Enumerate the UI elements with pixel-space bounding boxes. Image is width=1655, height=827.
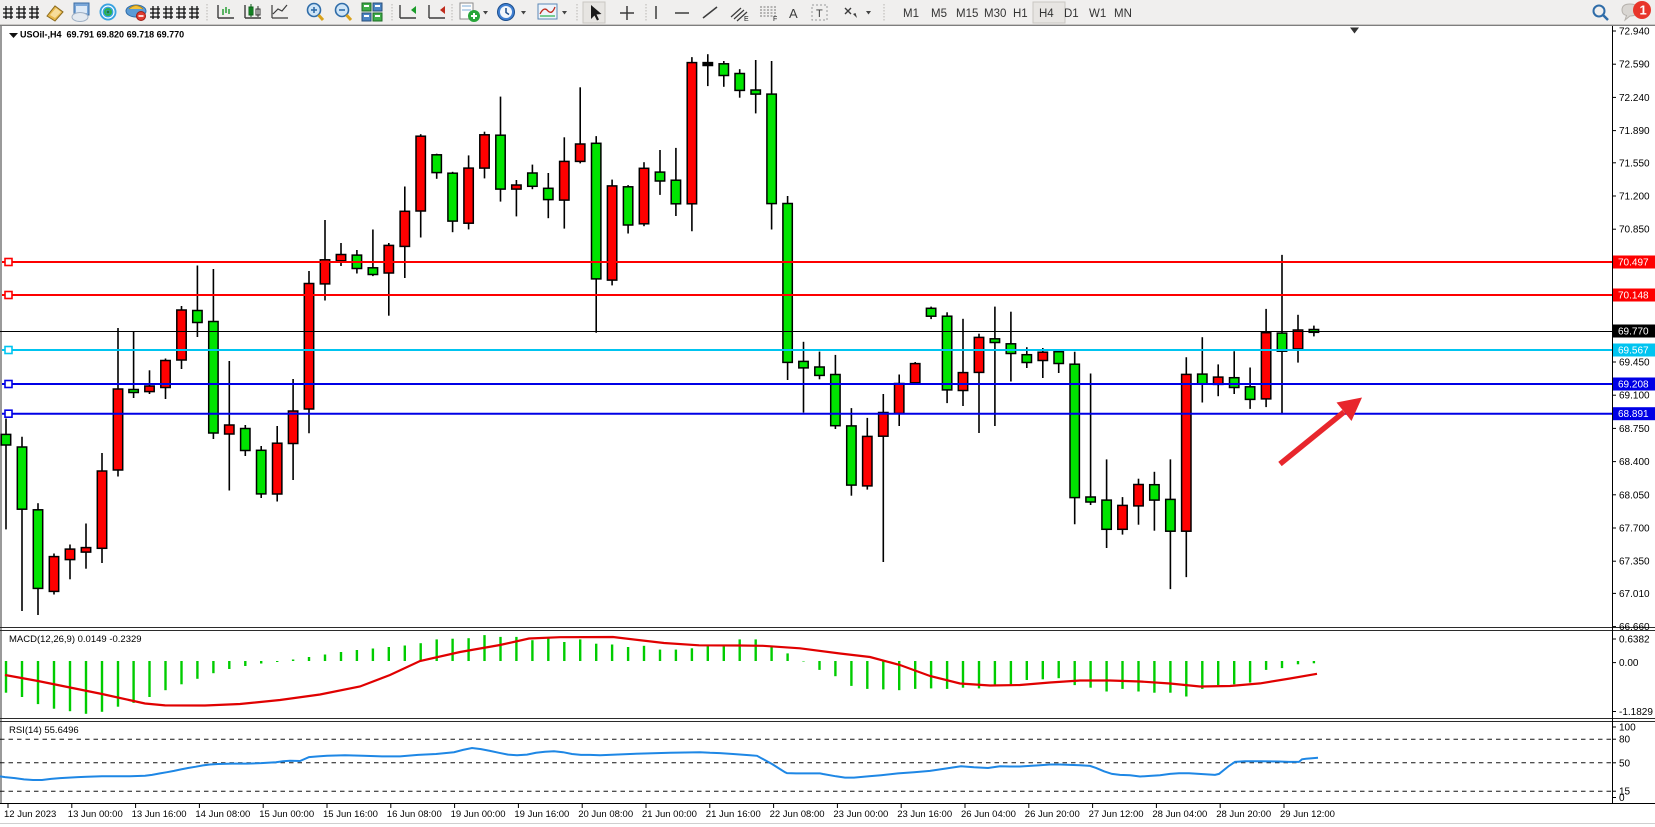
svg-text:21 Jun 00:00: 21 Jun 00:00 — [642, 809, 697, 820]
svg-text:69.100: 69.100 — [1619, 391, 1650, 402]
svg-text:67.010: 67.010 — [1619, 589, 1650, 600]
svg-text:71.200: 71.200 — [1619, 192, 1650, 203]
svg-text:72.940: 72.940 — [1619, 27, 1650, 38]
svg-text:71.890: 71.890 — [1619, 126, 1650, 137]
svg-text:15 Jun 16:00: 15 Jun 16:00 — [323, 809, 378, 820]
svg-text:69.208: 69.208 — [1618, 380, 1649, 391]
svg-text:68.400: 68.400 — [1619, 457, 1650, 468]
svg-text:72.240: 72.240 — [1619, 93, 1650, 104]
svg-text:RSI(14) 55.6496: RSI(14) 55.6496 — [9, 725, 79, 736]
svg-text:F: F — [773, 16, 777, 23]
svg-text:28 Jun 04:00: 28 Jun 04:00 — [1152, 809, 1207, 820]
svg-text:0: 0 — [1619, 793, 1625, 804]
svg-text:16 Jun 08:00: 16 Jun 08:00 — [387, 809, 442, 820]
svg-text:68.891: 68.891 — [1618, 409, 1649, 420]
svg-text:12 Jun 2023: 12 Jun 2023 — [4, 809, 56, 820]
svg-text:68.050: 68.050 — [1619, 490, 1650, 501]
svg-text:67.700: 67.700 — [1619, 524, 1650, 535]
svg-text:70.148: 70.148 — [1618, 291, 1649, 302]
svg-text:19 Jun 00:00: 19 Jun 00:00 — [451, 809, 506, 820]
svg-text:13 Jun 16:00: 13 Jun 16:00 — [132, 809, 187, 820]
svg-text:50: 50 — [1619, 758, 1631, 769]
svg-text:H4: H4 — [1039, 8, 1054, 20]
svg-text:M15: M15 — [956, 8, 978, 20]
svg-text:14 Jun 08:00: 14 Jun 08:00 — [195, 809, 250, 820]
svg-text:E: E — [744, 16, 749, 23]
svg-text:69.450: 69.450 — [1619, 358, 1650, 369]
svg-text:15: 15 — [1619, 787, 1631, 798]
svg-text:72.590: 72.590 — [1619, 60, 1650, 71]
svg-text:20 Jun 08:00: 20 Jun 08:00 — [578, 809, 633, 820]
svg-text:23 Jun 00:00: 23 Jun 00:00 — [833, 809, 888, 820]
svg-text:15 Jun 00:00: 15 Jun 00:00 — [259, 809, 314, 820]
svg-text:T: T — [816, 8, 823, 20]
svg-text:69.770: 69.770 — [1618, 327, 1649, 338]
svg-text:26 Jun 04:00: 26 Jun 04:00 — [961, 809, 1016, 820]
svg-text:27 Jun 12:00: 27 Jun 12:00 — [1089, 809, 1144, 820]
svg-text:19 Jun 16:00: 19 Jun 16:00 — [514, 809, 569, 820]
svg-text:100: 100 — [1619, 723, 1636, 734]
svg-text:1: 1 — [1640, 3, 1647, 18]
svg-text:-1.1829: -1.1829 — [1619, 707, 1653, 718]
svg-text:M1: M1 — [903, 8, 919, 20]
svg-text:68.750: 68.750 — [1619, 424, 1650, 435]
svg-text:H1: H1 — [1013, 8, 1028, 20]
svg-text:21 Jun 16:00: 21 Jun 16:00 — [706, 809, 761, 820]
svg-text:29 Jun 12:00: 29 Jun 12:00 — [1280, 809, 1335, 820]
svg-text:71.550: 71.550 — [1619, 158, 1650, 169]
svg-text:0.00: 0.00 — [1619, 658, 1639, 669]
svg-text:70.850: 70.850 — [1619, 225, 1650, 236]
svg-text:13 Jun 00:00: 13 Jun 00:00 — [68, 809, 123, 820]
svg-text:0.6382: 0.6382 — [1619, 635, 1650, 646]
svg-text:69.567: 69.567 — [1618, 346, 1649, 357]
svg-text:M30: M30 — [984, 8, 1006, 20]
svg-text:M5: M5 — [931, 8, 947, 20]
svg-text:USOil-,H4 69.791 69.820 69.71: USOil-,H4 69.791 69.820 69.718 69.770 — [20, 30, 184, 40]
svg-text:80: 80 — [1619, 735, 1631, 746]
svg-text:MACD(12,26,9) 0.0149 -0.2329: MACD(12,26,9) 0.0149 -0.2329 — [9, 634, 142, 645]
svg-text:23 Jun 16:00: 23 Jun 16:00 — [897, 809, 952, 820]
svg-text:W1: W1 — [1089, 8, 1106, 20]
svg-text:MN: MN — [1114, 8, 1132, 20]
svg-text:67.350: 67.350 — [1619, 557, 1650, 568]
svg-text:22 Jun 08:00: 22 Jun 08:00 — [770, 809, 825, 820]
svg-text:26 Jun 20:00: 26 Jun 20:00 — [1025, 809, 1080, 820]
svg-text:D1: D1 — [1064, 8, 1079, 20]
svg-text:70.497: 70.497 — [1618, 258, 1649, 269]
svg-text:66.660: 66.660 — [1619, 622, 1650, 633]
svg-text:28 Jun 20:00: 28 Jun 20:00 — [1216, 809, 1271, 820]
svg-text:A: A — [789, 6, 798, 21]
